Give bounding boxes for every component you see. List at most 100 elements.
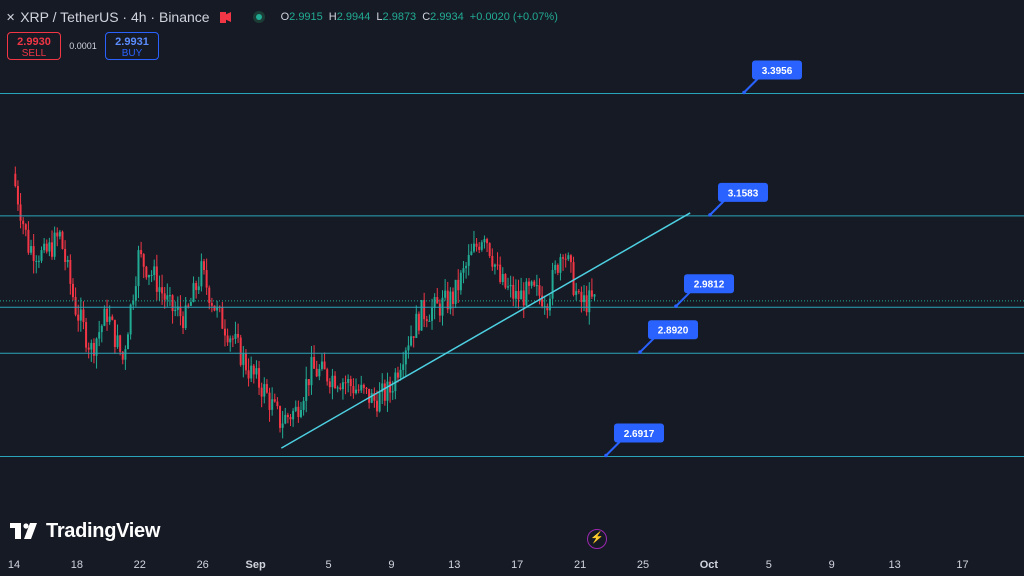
candle-body <box>64 248 67 262</box>
candle-body <box>69 259 72 284</box>
candle-body <box>590 290 593 297</box>
candle-body <box>51 242 54 257</box>
candle-body <box>284 414 287 424</box>
tradingview-logo[interactable]: TradingView <box>10 520 160 543</box>
candle-body <box>74 297 77 315</box>
candle-body <box>85 322 88 348</box>
candle-body <box>134 286 137 301</box>
candle-body <box>548 298 551 311</box>
candle-body <box>82 309 85 323</box>
candles <box>0 166 1024 439</box>
buy-button[interactable]: 2.9931 BUY <box>105 32 159 60</box>
candle-body <box>396 372 399 378</box>
candle-body <box>454 279 457 304</box>
candle-body <box>336 387 339 389</box>
level-label-box[interactable] <box>648 320 698 340</box>
candle-body <box>391 391 394 393</box>
candle-body <box>318 368 321 377</box>
candle-body <box>24 224 27 230</box>
candle-body <box>326 369 329 382</box>
candle-body <box>197 286 200 291</box>
candle-body <box>328 381 331 388</box>
candle-body <box>192 283 195 302</box>
candle-body <box>407 345 410 351</box>
ohlc-item: L2.9873 <box>376 11 416 23</box>
callout-pointer <box>639 337 655 353</box>
candle-body <box>467 254 470 266</box>
candle-body <box>234 333 237 339</box>
ohlc-key: L <box>376 11 383 23</box>
level-label-box[interactable] <box>718 182 768 202</box>
candle-body <box>213 305 216 311</box>
candle-body <box>182 316 185 328</box>
candle-body <box>538 285 541 296</box>
callout-anchor <box>638 350 642 355</box>
candle-body <box>150 275 153 277</box>
candle-body <box>281 423 284 428</box>
sell-button[interactable]: 2.9930 SELL <box>7 32 61 60</box>
candle-body <box>517 291 520 300</box>
x-tick-label: 5 <box>325 559 331 571</box>
candle-body <box>61 231 64 249</box>
candle-body <box>541 295 544 307</box>
candle-body <box>310 356 313 386</box>
candle-body <box>48 242 51 252</box>
candle-body <box>349 379 352 387</box>
candle-body <box>593 294 596 297</box>
level-label-box[interactable] <box>614 423 664 443</box>
trendline[interactable] <box>280 212 691 449</box>
callout-anchor <box>674 304 678 309</box>
ohlc-item: O2.9915 <box>281 11 323 23</box>
candle-body <box>79 309 82 321</box>
candle-body <box>168 295 171 297</box>
x-tick-label: 18 <box>71 559 83 571</box>
candle-body <box>116 335 119 347</box>
candle-body <box>462 268 465 273</box>
candle-body <box>360 384 363 391</box>
candle-body <box>171 295 174 312</box>
candle-body <box>111 316 114 320</box>
candle-body <box>302 400 305 411</box>
candle-body <box>459 272 462 291</box>
candle-body <box>119 335 122 352</box>
candle-body <box>341 382 344 390</box>
flash-icon[interactable]: ⚡ <box>587 529 607 549</box>
trendline-segment[interactable] <box>280 212 691 449</box>
candle-body <box>475 243 478 247</box>
candle-body <box>255 368 258 375</box>
candle-body <box>588 290 591 313</box>
candle-body <box>347 379 350 383</box>
candle-body <box>140 250 143 255</box>
candle-body <box>106 308 109 322</box>
callout-anchor <box>604 453 608 458</box>
candle-body <box>307 379 310 386</box>
market-status-icon[interactable] <box>252 11 265 23</box>
candle-body <box>239 337 242 365</box>
horizontal-levels[interactable]: 3.3956 3.1583 2.9812 2.8920 2.6917 <box>0 60 1024 458</box>
flag-icon[interactable] <box>219 11 231 23</box>
candle-body <box>344 382 347 384</box>
candle-body <box>478 246 481 250</box>
candle-body <box>415 313 418 338</box>
x-tick-label: 22 <box>134 559 146 571</box>
candle-body <box>470 251 473 255</box>
candle-body <box>530 281 533 286</box>
x-tick-label: 25 <box>637 559 649 571</box>
level-label-box[interactable] <box>752 60 802 80</box>
candle-body <box>446 290 449 310</box>
candle-body <box>137 250 140 287</box>
candle-body <box>129 304 132 335</box>
candle-body <box>352 386 355 394</box>
candle-body <box>258 368 261 388</box>
candle-body <box>381 383 384 393</box>
callout-pointer <box>675 291 691 307</box>
candle-body <box>514 291 517 299</box>
candle-body <box>244 353 247 371</box>
candle-body <box>174 309 177 312</box>
candle-body <box>297 406 300 417</box>
symbol-title[interactable]: XRP / TetherUS · 4h · Binance <box>20 9 210 25</box>
level-label-box[interactable] <box>684 274 734 294</box>
candle-body <box>276 401 279 407</box>
callout-anchor <box>708 213 712 217</box>
